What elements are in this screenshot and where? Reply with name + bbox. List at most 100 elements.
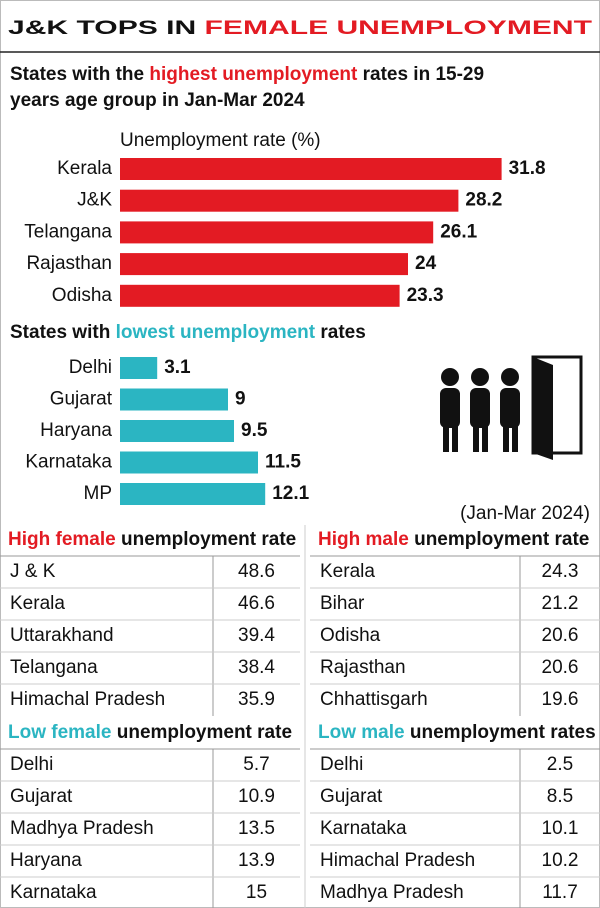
category-label: Rajasthan [26,253,112,274]
table-value: 8.5 [547,786,573,807]
value-label: 11.5 [265,452,301,473]
value-label: 9 [235,389,246,410]
value-label: 12.1 [272,483,309,504]
table-label: Madhya Pradesh [10,818,154,839]
table-value: 38.4 [238,657,275,678]
bar [120,388,228,411]
table-label: Karnataka [320,818,407,839]
table-value: 19.6 [542,689,579,710]
table-title-part: unemployment rate [409,529,590,550]
table-title-part: unemployment rate [111,722,292,743]
table-title-part: unemployment rate [116,529,297,550]
note: (Jan-Mar 2024) [460,503,590,524]
bar [120,451,258,474]
table-label: Delhi [320,754,363,775]
table-value: 35.9 [238,689,275,710]
chart-title-part: highest unemployment [149,64,358,85]
table-title: Low male unemployment rates [318,722,596,743]
table-value: 11.7 [542,882,578,903]
page-title: J&K TOPS IN FEMALE UNEMPLOYMENT [8,18,593,39]
value-label: 31.8 [509,158,546,179]
table-label: Chhattisgarh [320,689,428,710]
table-label: Gujarat [320,786,383,807]
table-label: Rajasthan [320,657,406,678]
table-value: 46.6 [238,593,275,614]
table-value: 15 [246,882,267,903]
table-label: Karnataka [10,882,97,903]
value-label: 23.3 [407,285,444,306]
value-label: 3.1 [164,357,191,378]
table-value: 21.2 [542,593,579,614]
table-value: 48.6 [238,561,275,582]
table-value: 5.7 [243,754,269,775]
value-label: 26.1 [440,221,477,242]
table-value: 24.3 [542,561,579,582]
table-title: High female unemployment rate [8,529,296,550]
table-value: 10.2 [542,850,579,871]
table-label: Delhi [10,754,53,775]
page-title-part: J&K TOPS IN [8,18,205,39]
chart-title: years age group in Jan-Mar 2024 [10,90,305,111]
table-label: Kerala [320,561,375,582]
bar [120,189,459,212]
table-label: Gujarat [10,786,73,807]
bar [120,253,408,276]
table-label: Uttarakhand [10,625,114,646]
table-value: 20.6 [542,625,579,646]
category-label: Gujarat [50,389,113,410]
chart-title: States with the highest unemployment rat… [10,64,484,85]
table-value: 10.9 [238,786,275,807]
table-label: Bihar [320,593,365,614]
table-label: Odisha [320,625,381,646]
category-label: Kerala [57,158,112,179]
table-value: 10.1 [542,818,579,839]
bar [120,357,158,379]
table-title-part: Low female [8,722,111,743]
chart-title-part: States with the [10,64,149,85]
table-value: 13.9 [238,850,275,871]
table-label: Telangana [10,657,98,678]
chart-title-part: lowest unemployment [116,322,316,343]
table-label: Haryana [10,850,82,871]
bar [120,420,234,442]
table-value: 2.5 [547,754,573,775]
people-door-icon [440,355,583,460]
value-label: 24 [415,253,437,274]
table-label: Himachal Pradesh [320,850,475,871]
value-label: 28.2 [465,190,502,211]
category-label: Telangana [24,221,112,242]
category-label: Odisha [52,285,113,306]
category-label: MP [84,483,113,504]
table-value: 13.5 [238,818,275,839]
table-title-part: Low male [318,722,405,743]
table-label: Himachal Pradesh [10,689,165,710]
table-title-part: High male [318,529,409,550]
category-label: Haryana [40,420,112,441]
table-title: High male unemployment rate [318,529,589,550]
chart-title-part: rates in 15-29 [357,64,484,85]
table-label: Kerala [10,593,65,614]
page-title-part: FEMALE UNEMPLOYMENT [205,18,593,39]
bar [120,284,400,307]
bar [120,483,266,505]
bar [120,221,434,244]
table-label: Madhya Pradesh [320,882,464,903]
table-title-part: High female [8,529,116,550]
axis-label: Unemployment rate (%) [120,130,321,151]
value-label: 9.5 [241,420,268,441]
table-label: J & K [10,561,56,582]
category-label: Delhi [69,357,112,378]
table-title: Low female unemployment rate [8,722,292,743]
table-title-part: unemployment rates [405,722,596,743]
bar [120,158,502,180]
chart-title: States with lowest unemployment rates [10,322,366,343]
category-label: J&K [77,190,112,211]
table-value: 39.4 [238,625,275,646]
chart-title-part: States with [10,322,116,343]
table-value: 20.6 [542,657,579,678]
category-label: Karnataka [25,452,112,473]
chart-title-part: rates [315,322,366,343]
chart-title-part: years age group in Jan-Mar 2024 [10,90,305,111]
